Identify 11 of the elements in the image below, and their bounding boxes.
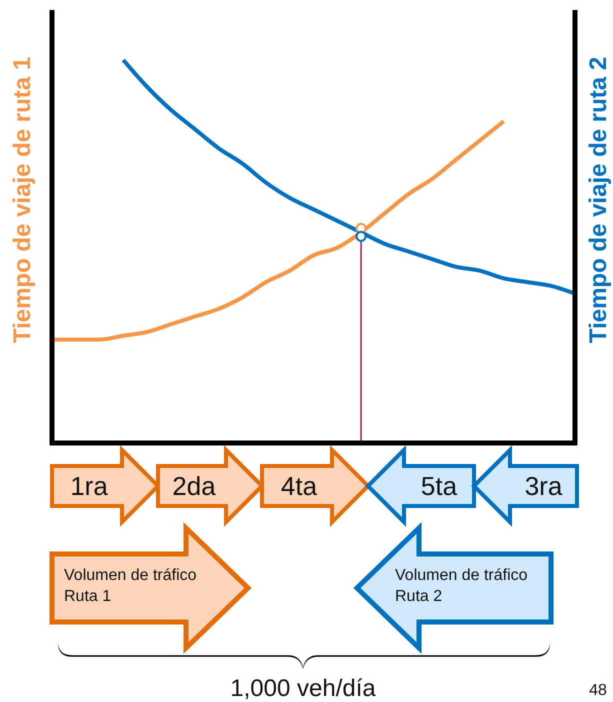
- text: 4ta: [280, 471, 318, 501]
- text: 1ra: [70, 471, 108, 501]
- text: 1,000 veh/día: [230, 675, 376, 702]
- text: 2da: [172, 471, 216, 501]
- text: 3ra: [524, 471, 563, 501]
- y-axis-title: Tiempo de viaje de ruta 1: [9, 56, 36, 344]
- text: Volumen de tráfico Ruta 2: [395, 567, 528, 605]
- text: Volumen de tráfico Ruta 1: [64, 567, 197, 605]
- text: 48: [589, 682, 607, 699]
- y2-axis-title: Tiempo de viaje de ruta 2: [585, 56, 612, 344]
- text: 5ta: [420, 471, 458, 501]
